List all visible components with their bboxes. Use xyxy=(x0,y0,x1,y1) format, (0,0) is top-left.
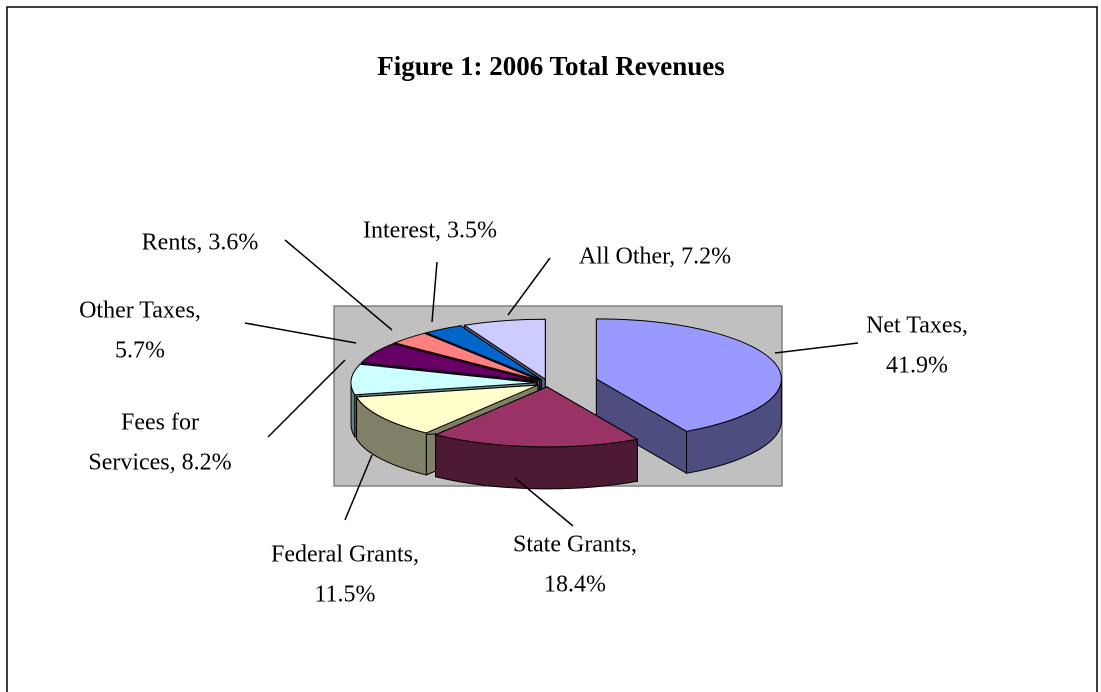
slice xyxy=(424,325,542,381)
slice xyxy=(595,318,782,432)
data-label: Fees for xyxy=(121,410,199,436)
data-label: Interest, 3.5% xyxy=(363,218,497,244)
slice xyxy=(434,386,639,448)
data-label: 18.4% xyxy=(544,572,606,598)
leader-line xyxy=(244,322,357,344)
slice xyxy=(463,318,546,381)
data-label: Federal Grants, xyxy=(271,542,419,568)
slice xyxy=(393,332,540,381)
data-label: State Grants, xyxy=(513,532,637,558)
leader-line xyxy=(774,342,859,354)
labels: Net Taxes, 41.9% State Grants, 18.4% Federal… xyxy=(79,218,968,608)
leader-line xyxy=(507,257,551,316)
data-label: All Other, 7.2% xyxy=(579,244,731,270)
slice xyxy=(360,343,538,382)
chart-title: Figure 1: 2006 Total Revenues xyxy=(377,51,725,81)
leader-line xyxy=(284,239,393,331)
slice xyxy=(355,384,539,434)
leader-line xyxy=(344,454,373,521)
pie xyxy=(350,318,782,490)
leader-line xyxy=(267,359,346,438)
data-label: 11.5% xyxy=(314,582,375,608)
data-label: 5.7% xyxy=(115,338,165,364)
data-label: Rents, 3.6% xyxy=(142,230,259,256)
leader-line xyxy=(431,261,438,323)
data-label: Services, 8.2% xyxy=(88,450,231,476)
slice xyxy=(350,363,537,396)
leader-line xyxy=(514,477,574,527)
data-label: Net Taxes, xyxy=(866,313,968,339)
data-label: Other Taxes, xyxy=(79,298,201,324)
data-label: 41.9% xyxy=(886,353,948,379)
